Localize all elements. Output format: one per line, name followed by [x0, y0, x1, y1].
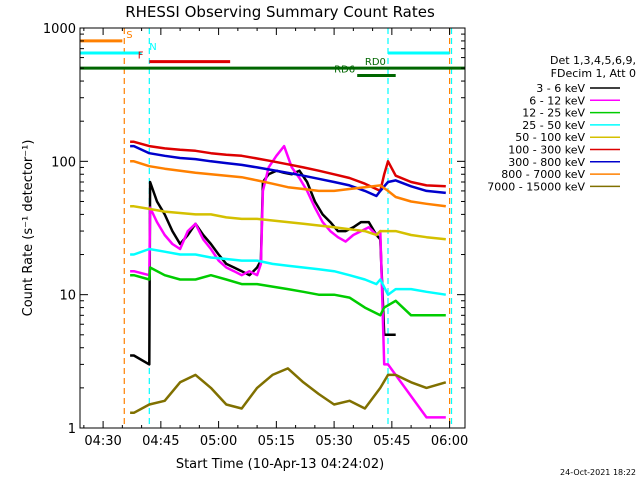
legend-header: FDecim 1, Att 0	[551, 67, 636, 80]
legend-header: Det 1,3,4,5,6,9,	[550, 54, 636, 67]
legend-label: 3 - 6 keV	[536, 82, 585, 95]
flag-layer: S NF RD0 RD6	[80, 30, 465, 78]
x-tick-label: 05:00	[200, 434, 237, 449]
y-axis-label: Count Rate (s⁻¹ detector⁻¹)	[21, 140, 36, 317]
legend-label: 50 - 100 keV	[515, 131, 585, 144]
x-tick-label: 06:00	[431, 434, 468, 449]
flag-label: F	[138, 51, 144, 62]
legend-label: 800 - 7000 keV	[501, 168, 585, 181]
footer-date: 24-Oct-2021 18:22	[560, 468, 636, 477]
x-tick-label: 05:30	[315, 434, 352, 449]
flag-label: S	[126, 30, 132, 41]
series-line	[130, 205, 446, 241]
legend-label: 7000 - 15000 keV	[487, 180, 585, 193]
y-tick-label: 100	[51, 155, 76, 170]
series-line	[130, 144, 446, 198]
x-axis-label: Start Time (10-Apr-13 04:24:02)	[176, 457, 384, 472]
y-tick-label: 1	[68, 422, 76, 437]
legend-label: 12 - 25 keV	[522, 107, 585, 120]
series-line	[130, 367, 447, 415]
series-line	[130, 160, 446, 208]
legend-label: 25 - 50 keV	[522, 119, 585, 132]
x-tick-label: 04:30	[84, 434, 121, 449]
flag-label: RD6	[334, 65, 355, 76]
legend: Det 1,3,4,5,6,9,FDecim 1, Att 0 3 - 6 keV…	[487, 54, 636, 193]
chart-title: RHESSI Observing Summary Count Rates	[125, 3, 435, 21]
flag-label: N	[149, 42, 156, 53]
x-tick-label: 05:45	[373, 434, 410, 449]
x-tick-label: 04:45	[142, 434, 179, 449]
series-line	[130, 247, 446, 296]
series-line	[130, 140, 446, 193]
flag-label: RD0	[365, 57, 386, 68]
y-tick-label: 1000	[43, 22, 76, 37]
x-tick-label: 05:15	[258, 434, 295, 449]
series-line	[130, 266, 446, 317]
plot-frame	[79, 27, 466, 429]
legend-label: 300 - 800 keV	[508, 156, 585, 169]
axes-layer: 04:30 04:45 05:00 05:15 05:30 05:45 06:00 1 10 10…	[43, 22, 468, 449]
series-layer	[130, 140, 447, 419]
legend-label: 6 - 12 keV	[529, 94, 585, 107]
series-line	[130, 144, 446, 419]
legend-label: 100 - 300 keV	[508, 144, 585, 157]
y-tick-label: 10	[59, 289, 76, 304]
